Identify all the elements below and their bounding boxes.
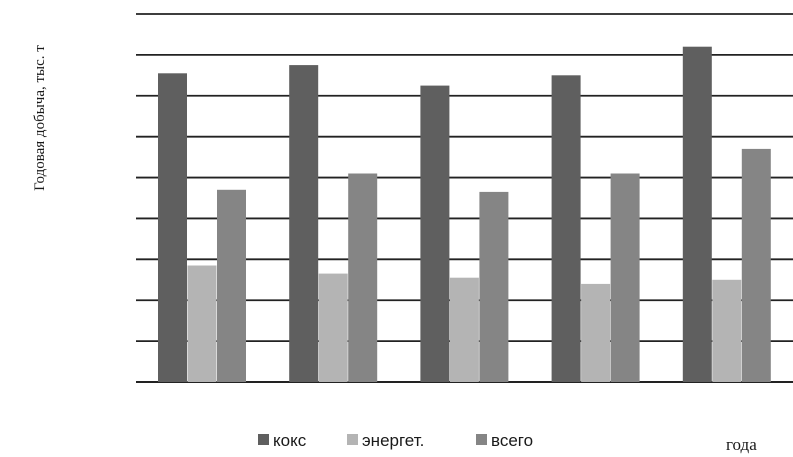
bar-series-2-group-1 [348,173,378,382]
legend: кокс энергет. всего [258,431,533,450]
bar-series-0-group-3 [551,75,581,383]
bar-series-1-group-2 [449,277,479,382]
bars [158,46,771,383]
legend-swatch-vsego [476,434,487,445]
bar-series-0-group-4 [682,46,712,382]
bar-series-0-group-0 [158,73,187,383]
bar-series-2-group-0 [217,189,246,382]
bar-series-0-group-1 [289,65,319,382]
legend-label-koks: кокс [273,431,307,450]
bar-series-1-group-3 [581,283,611,382]
bar-series-0-group-2 [420,85,450,382]
legend-swatch-energet [347,434,358,445]
legend-swatch-koks [258,434,269,445]
bar-series-2-group-2 [479,191,509,382]
bar-series-2-group-3 [610,173,640,382]
bar-series-1-group-0 [187,265,217,382]
bar-series-1-group-1 [318,273,348,382]
bar-series-2-group-4 [741,148,771,382]
legend-label-energet: энергет. [362,431,424,450]
x-axis-label: года [726,435,757,454]
legend-label-vsego: всего [491,431,533,450]
bar-series-1-group-4 [712,279,742,382]
y-axis-label: Годовая добыча, тыс. т [32,45,48,191]
